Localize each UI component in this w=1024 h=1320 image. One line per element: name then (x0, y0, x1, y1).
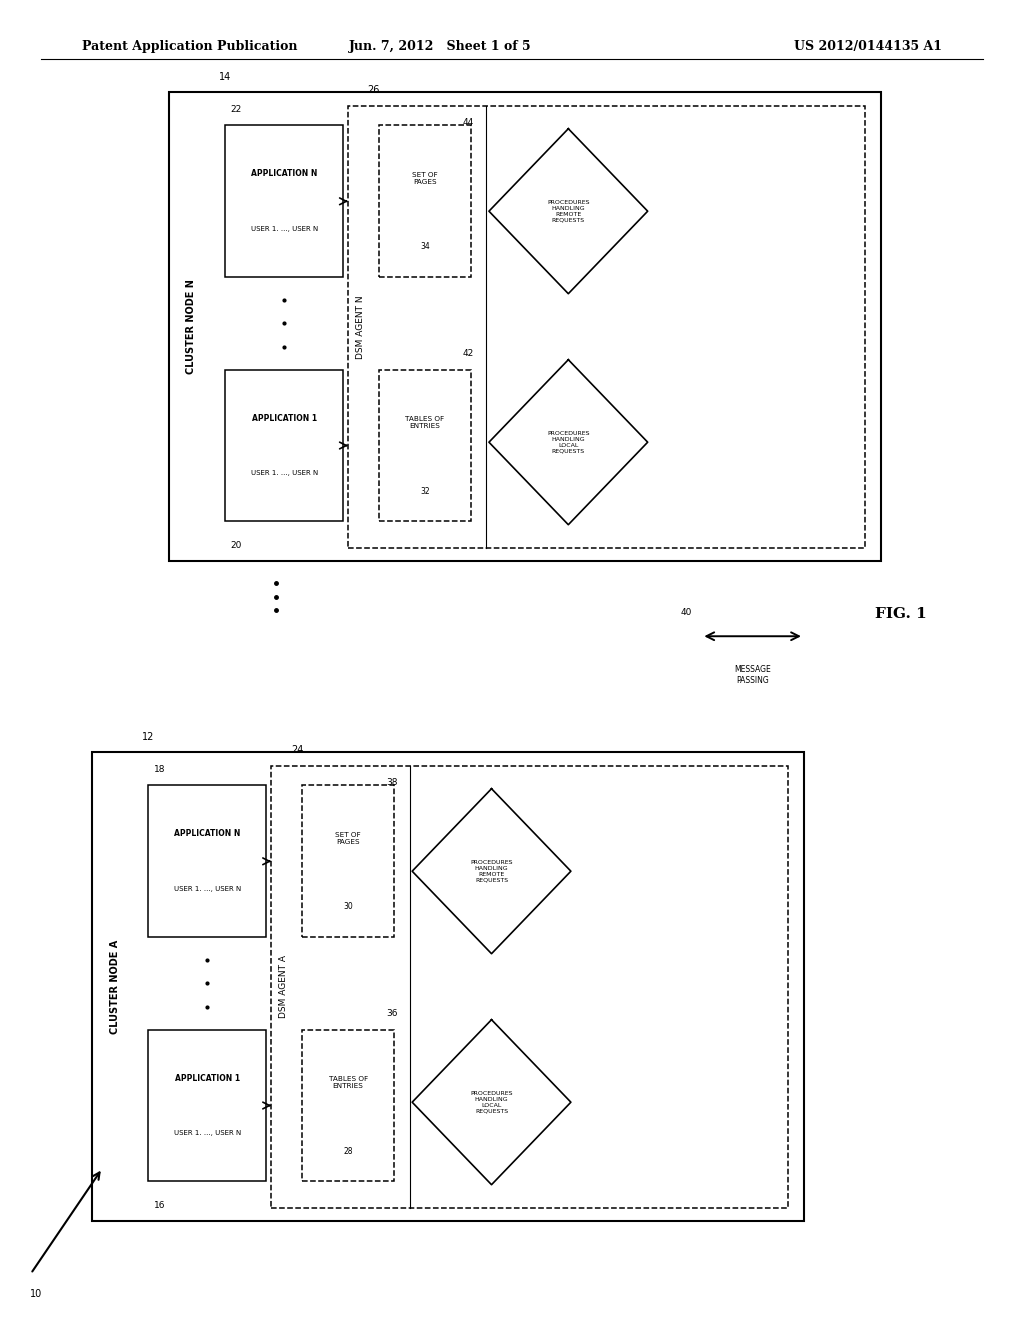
Text: 16: 16 (154, 1201, 165, 1209)
Text: 32: 32 (420, 487, 430, 495)
Text: 44: 44 (463, 117, 474, 127)
FancyBboxPatch shape (379, 370, 471, 521)
Text: DSM AGENT N: DSM AGENT N (356, 294, 365, 359)
FancyBboxPatch shape (92, 752, 804, 1221)
Text: SET OF
PAGES: SET OF PAGES (335, 832, 361, 845)
Text: PROCEDURES
HANDLING
REMOTE
REQUESTS: PROCEDURES HANDLING REMOTE REQUESTS (470, 861, 513, 882)
Text: APPLICATION 1: APPLICATION 1 (252, 413, 316, 422)
Text: PROCEDURES
HANDLING
LOCAL
REQUESTS: PROCEDURES HANDLING LOCAL REQUESTS (547, 432, 590, 453)
FancyBboxPatch shape (148, 1030, 266, 1181)
FancyBboxPatch shape (302, 1030, 394, 1181)
Text: TABLES OF
ENTRIES: TABLES OF ENTRIES (329, 1076, 368, 1089)
Text: APPLICATION N: APPLICATION N (174, 829, 241, 838)
Text: 22: 22 (230, 106, 242, 114)
Text: CLUSTER NODE A: CLUSTER NODE A (110, 940, 120, 1034)
Text: APPLICATION 1: APPLICATION 1 (175, 1073, 240, 1082)
Text: PROCEDURES
HANDLING
LOCAL
REQUESTS: PROCEDURES HANDLING LOCAL REQUESTS (470, 1092, 513, 1113)
Text: 10: 10 (30, 1288, 42, 1299)
Text: 40: 40 (680, 609, 692, 616)
FancyBboxPatch shape (348, 106, 865, 548)
Text: 36: 36 (386, 1008, 397, 1018)
FancyBboxPatch shape (225, 125, 343, 277)
Text: APPLICATION N: APPLICATION N (251, 169, 317, 178)
Text: 20: 20 (230, 541, 242, 549)
Text: 24: 24 (291, 744, 303, 755)
Text: 18: 18 (154, 766, 165, 774)
Text: 14: 14 (219, 71, 231, 82)
FancyBboxPatch shape (225, 370, 343, 521)
Text: US 2012/0144135 A1: US 2012/0144135 A1 (794, 40, 942, 53)
Text: PROCEDURES
HANDLING
REMOTE
REQUESTS: PROCEDURES HANDLING REMOTE REQUESTS (547, 201, 590, 222)
FancyBboxPatch shape (148, 785, 266, 937)
Text: MESSAGE
PASSING: MESSAGE PASSING (734, 665, 771, 685)
FancyBboxPatch shape (271, 766, 788, 1208)
Text: 42: 42 (463, 348, 474, 358)
Text: FIG. 1: FIG. 1 (876, 607, 927, 620)
Text: 38: 38 (386, 777, 397, 787)
Text: TABLES OF
ENTRIES: TABLES OF ENTRIES (406, 416, 444, 429)
FancyBboxPatch shape (302, 785, 394, 937)
Text: USER 1. ..., USER N: USER 1. ..., USER N (251, 470, 317, 475)
Text: Jun. 7, 2012   Sheet 1 of 5: Jun. 7, 2012 Sheet 1 of 5 (349, 40, 531, 53)
Text: Patent Application Publication: Patent Application Publication (82, 40, 297, 53)
Text: USER 1. ..., USER N: USER 1. ..., USER N (174, 886, 241, 891)
FancyBboxPatch shape (169, 92, 881, 561)
Text: 26: 26 (368, 84, 380, 95)
Text: USER 1. ..., USER N: USER 1. ..., USER N (174, 1130, 241, 1135)
FancyBboxPatch shape (379, 125, 471, 277)
Text: SET OF
PAGES: SET OF PAGES (412, 172, 438, 185)
Text: 28: 28 (343, 1147, 353, 1155)
Text: 30: 30 (343, 903, 353, 911)
Text: 12: 12 (142, 731, 155, 742)
Text: 34: 34 (420, 243, 430, 251)
Text: DSM AGENT A: DSM AGENT A (280, 956, 288, 1018)
Text: CLUSTER NODE N: CLUSTER NODE N (186, 280, 197, 374)
Text: USER 1. ..., USER N: USER 1. ..., USER N (251, 226, 317, 231)
